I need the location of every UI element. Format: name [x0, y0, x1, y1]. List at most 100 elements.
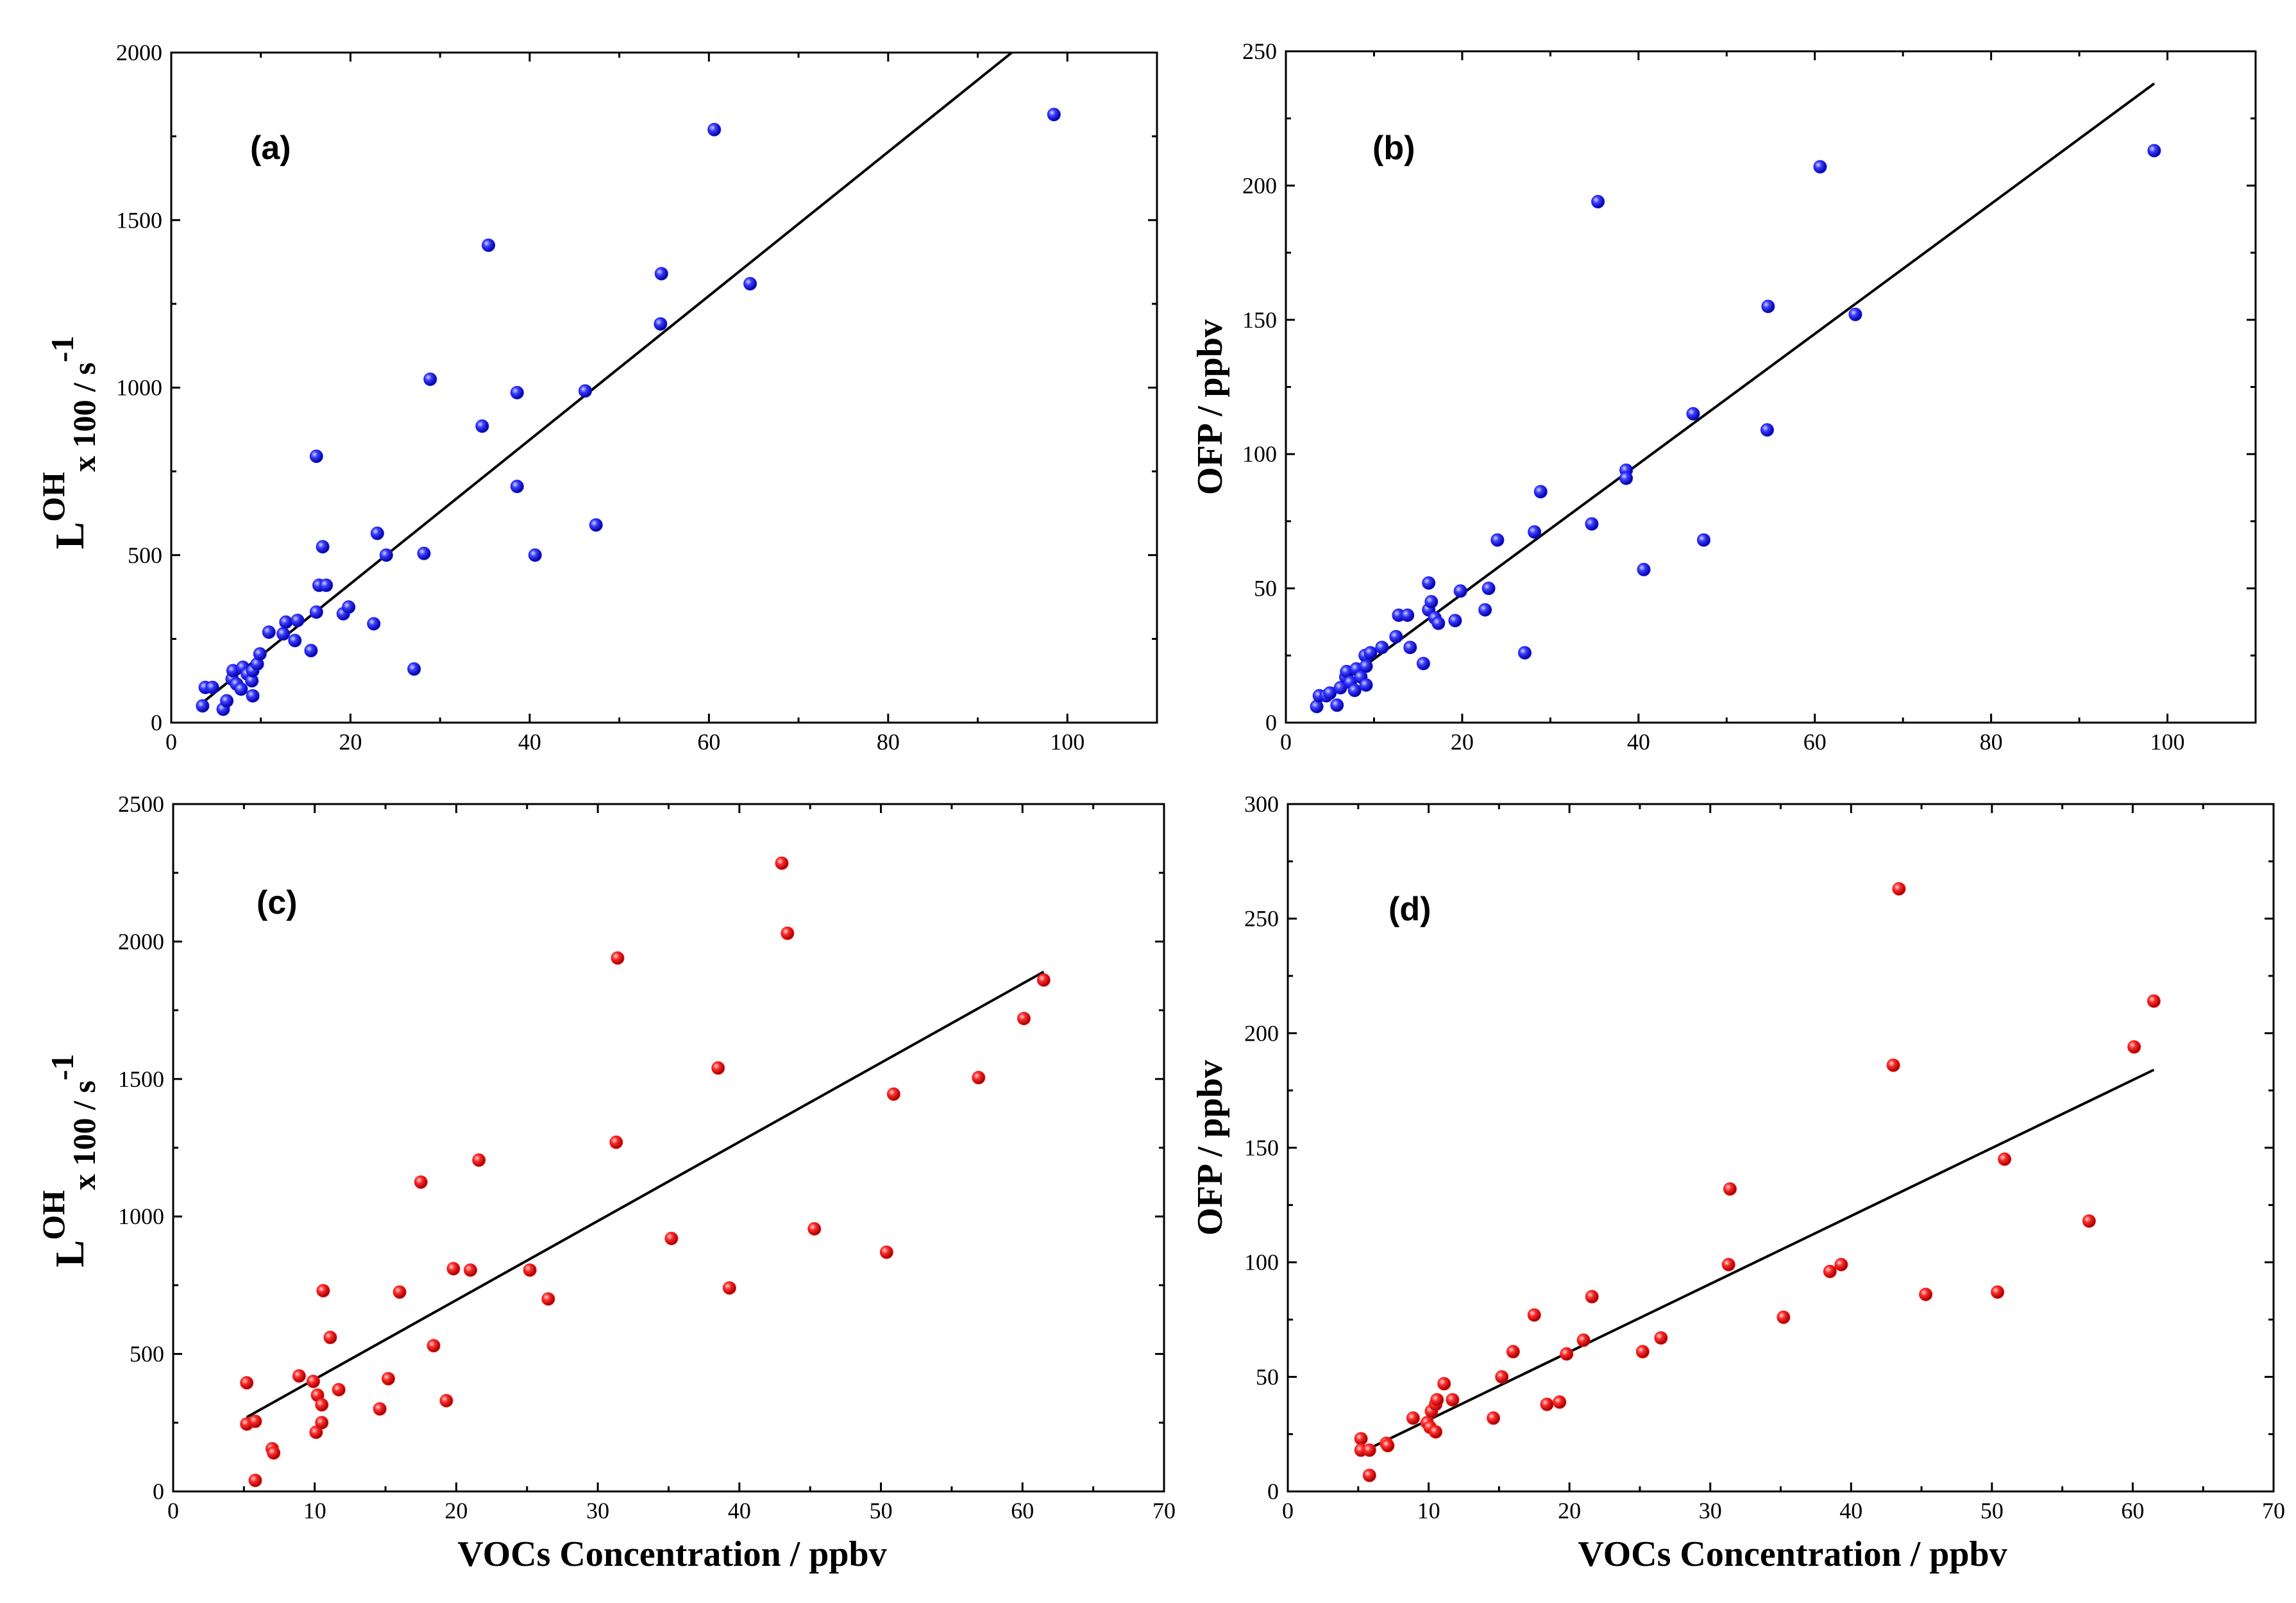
scatter-point [373, 1402, 387, 1416]
scatter-point [1527, 1308, 1541, 1322]
scatter-point [1375, 641, 1389, 655]
scatter-point [1635, 1345, 1650, 1359]
scatter-point [309, 605, 323, 619]
scatter-point [1431, 616, 1446, 630]
scatter-point [528, 548, 542, 562]
scatter-point [1429, 1425, 1443, 1439]
scatter-point [1560, 1347, 1574, 1361]
scatter-point [1991, 1285, 2005, 1299]
scatter-point [1721, 1257, 1735, 1271]
scatter-point [379, 548, 393, 562]
scatter-point [381, 1372, 395, 1386]
scatter-point [1362, 1443, 1376, 1457]
scatter-point [240, 1376, 254, 1390]
x-tick-label: 20 [1558, 1498, 1581, 1523]
scatter-point [510, 480, 524, 494]
scatter-point [1363, 646, 1378, 660]
scatter-point [1553, 1395, 1567, 1409]
y-tick-label: 1000 [116, 375, 162, 401]
scatter-point [1487, 1411, 1501, 1425]
chart-panel-d: (d) OFP / ppbv VOCs Concentration / ppbv… [1190, 791, 2285, 1574]
scatter-point [323, 1330, 337, 1345]
scatter-point [1422, 576, 1436, 590]
scatter-point [315, 1398, 329, 1412]
scatter-point [879, 1245, 893, 1259]
scatter-point [611, 951, 625, 965]
scatter-point [1017, 1011, 1031, 1025]
y-tick-label: 250 [1244, 906, 1279, 932]
scatter-point [1528, 525, 1542, 539]
scatter-point [1834, 1257, 1848, 1271]
scatter-point [1347, 684, 1362, 698]
y-tick-label: 1000 [118, 1204, 164, 1229]
y-tick-label: 250 [1242, 38, 1277, 64]
scatter-point [1495, 1370, 1509, 1384]
scatter-point [1723, 1182, 1737, 1196]
scatter-point [1686, 407, 1700, 421]
x-tick-label: 40 [518, 729, 541, 755]
y-axis-title-d: OFP / ppbv [1190, 1060, 1230, 1236]
plot-frame-d [1287, 803, 2275, 1493]
x-axis-title-c: VOCs Concentration / ppbv [457, 1534, 886, 1574]
scatter-point [288, 634, 302, 648]
scatter-point [423, 372, 437, 386]
y-tick-label: 200 [1244, 1020, 1279, 1046]
plot-frame-c [172, 803, 1165, 1493]
scatter-point [1036, 973, 1051, 987]
scatter-point [1886, 1058, 1900, 1072]
scatter-point [342, 600, 356, 614]
scatter-point [393, 1285, 407, 1299]
chart-panel-b: (b) OFP / ppbv 0 20 40 60 80 100 0 50 100 150 200 2… [1190, 38, 2257, 755]
scatter-point [475, 419, 489, 433]
x-tick-label: 0 [167, 1498, 179, 1523]
y-tick-label: 500 [128, 542, 162, 568]
scatter-point [1848, 307, 1862, 321]
y-tick-label: 2000 [118, 928, 164, 954]
scatter-point [1354, 1432, 1368, 1446]
scatter-point [1892, 882, 1906, 896]
fit-line-d [1360, 1068, 2155, 1454]
scatter-point [1540, 1397, 1554, 1411]
scatter-point [1453, 584, 1467, 598]
scatter-point [1446, 1393, 1460, 1407]
scatter-point [482, 238, 496, 252]
scatter-point [2127, 1040, 2141, 1054]
scatter-point [1585, 517, 1599, 531]
scatter-point [523, 1263, 537, 1277]
x-tick-label: 20 [339, 729, 362, 755]
scatter-point [1424, 595, 1439, 609]
scatter-point [886, 1087, 900, 1101]
scatter-point [1401, 608, 1415, 622]
chart-panel-a: (a) LOHx 100 / s-1 0 20 40 60 80 100050010001… [35, 40, 1158, 755]
scatter-point [1998, 1152, 2012, 1166]
scatter-point [276, 627, 291, 641]
x-tick-label: 100 [2150, 729, 2185, 755]
x-tick-label: 10 [303, 1498, 326, 1523]
scatter-point [315, 1416, 329, 1430]
y-tick-label: 50 [1256, 1364, 1279, 1389]
scatter-point [1506, 1345, 1520, 1359]
scatter-point [246, 689, 260, 703]
x-tick-label: 0 [1280, 729, 1292, 755]
y-tick-label: 0 [1265, 710, 1277, 735]
scatter-point [654, 267, 668, 281]
scatter-point [972, 1071, 986, 1085]
fit-line-b [1315, 82, 2156, 703]
scatter-point [1490, 533, 1505, 547]
scatter-point [2082, 1214, 2096, 1228]
scatter-point [316, 540, 330, 554]
scatter-point [1381, 1439, 1395, 1453]
scatter-point [1047, 108, 1061, 122]
scatter-point [319, 578, 333, 592]
scatter-point [1919, 1288, 1933, 1302]
scatter-point [578, 384, 593, 398]
scatter-point [1403, 641, 1417, 655]
scatter-point [370, 526, 384, 541]
y-tick-label: 150 [1244, 1135, 1279, 1161]
scatter-point [220, 694, 234, 708]
scatter-point [1406, 1411, 1420, 1425]
scatter-point [722, 1281, 736, 1295]
scatter-point [654, 317, 668, 331]
y-axis-title-a: LOHx 100 / s-1 [35, 336, 102, 550]
x-tick-label: 0 [1282, 1498, 1294, 1523]
